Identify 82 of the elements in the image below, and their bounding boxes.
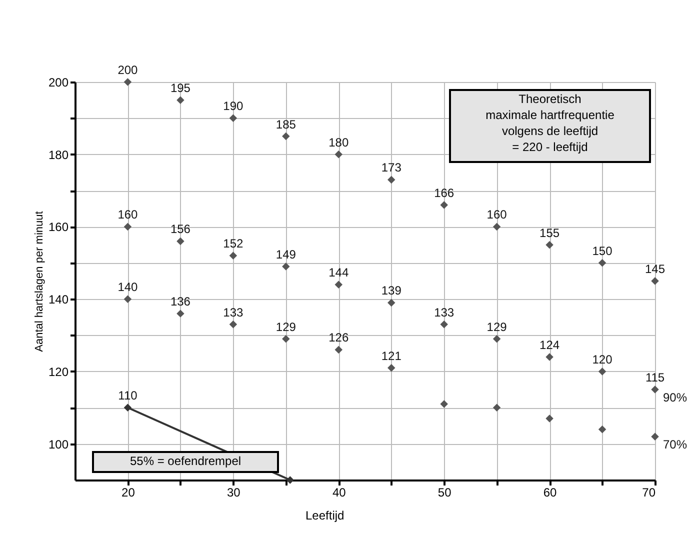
point — [492, 335, 501, 343]
point — [334, 280, 343, 288]
data-label: 149 — [276, 248, 296, 262]
y-axis-title: Aantal hartslagen per minuut — [33, 211, 46, 352]
data-label: 166 — [434, 186, 454, 200]
data-label: 200 — [118, 63, 138, 77]
x-axis-title: Leeftijd — [306, 508, 344, 522]
data-label: 133 — [434, 305, 454, 320]
point — [492, 222, 501, 231]
data-label: 126 — [328, 330, 349, 345]
x-tick-label: 30 — [227, 486, 241, 500]
data-label: 173 — [381, 160, 402, 175]
point — [334, 346, 343, 354]
data-label: 120 — [592, 352, 613, 366]
annotation: Theoretisch maximale hartfrequentie volgens de leeftijd = 220 - leeftijd — [486, 92, 615, 154]
data-label: 145 — [644, 262, 666, 276]
point — [124, 78, 132, 86]
data-label: 160 — [118, 208, 138, 222]
x-tick-label: 60 — [543, 486, 558, 500]
data-label: 144 — [328, 266, 349, 280]
y-tick-label: 180 — [48, 148, 69, 162]
data-label: 155 — [540, 226, 560, 240]
annotation: 55% = oefendrempel — [130, 454, 242, 468]
data-label: 140 — [118, 280, 138, 294]
data-label: 129 — [276, 320, 296, 334]
point — [546, 414, 554, 422]
point — [282, 335, 290, 343]
data-label: 139 — [381, 284, 402, 298]
point — [229, 114, 238, 122]
point — [176, 96, 184, 104]
point — [387, 298, 396, 307]
series-label: 90% — [663, 390, 688, 405]
point — [229, 252, 238, 260]
series-label: 70% — [663, 438, 688, 452]
y-tick-label: 100 — [48, 437, 69, 452]
point — [651, 277, 659, 285]
point — [440, 400, 448, 408]
data-label: 150 — [592, 244, 613, 258]
data-label: 185 — [276, 117, 296, 132]
y-tick-label: 140 — [48, 292, 69, 307]
point — [598, 368, 606, 376]
y-tick-label: 200 — [48, 76, 69, 90]
point — [124, 295, 132, 303]
point — [598, 259, 606, 267]
data-label: 133 — [223, 305, 244, 320]
point — [440, 201, 448, 209]
data-label: 195 — [170, 81, 191, 96]
data-label: 136 — [170, 294, 191, 309]
point — [387, 364, 396, 372]
point — [229, 320, 238, 328]
data-label: 152 — [223, 236, 244, 251]
data-label: 110 — [118, 388, 138, 403]
point — [286, 476, 294, 484]
x-tick-label: 20 — [122, 486, 136, 500]
y-tick-label: 160 — [48, 220, 69, 234]
data-label: 121 — [381, 348, 402, 363]
point — [334, 150, 343, 158]
data-label: 160 — [486, 208, 508, 222]
point — [176, 310, 184, 318]
y-tick-label: 120 — [48, 364, 69, 379]
point — [598, 425, 606, 434]
point — [440, 320, 448, 328]
data-label: 190 — [223, 99, 244, 114]
point — [124, 404, 132, 412]
x-tick-label: 40 — [332, 486, 346, 500]
point — [492, 404, 501, 412]
x-tick-label: 70 — [642, 486, 656, 500]
data-label: 180 — [328, 135, 349, 150]
data-label: 115 — [645, 370, 665, 385]
point — [651, 432, 659, 440]
point — [124, 222, 132, 231]
point — [282, 132, 290, 140]
point — [176, 237, 184, 246]
point — [387, 176, 396, 184]
point — [651, 386, 659, 394]
data-label: 129 — [486, 320, 508, 334]
point — [546, 240, 554, 249]
data-label: 156 — [170, 222, 191, 236]
point — [282, 262, 290, 270]
point — [546, 353, 554, 361]
x-tick-label: 50 — [438, 486, 452, 500]
data-label: 124 — [540, 338, 560, 352]
